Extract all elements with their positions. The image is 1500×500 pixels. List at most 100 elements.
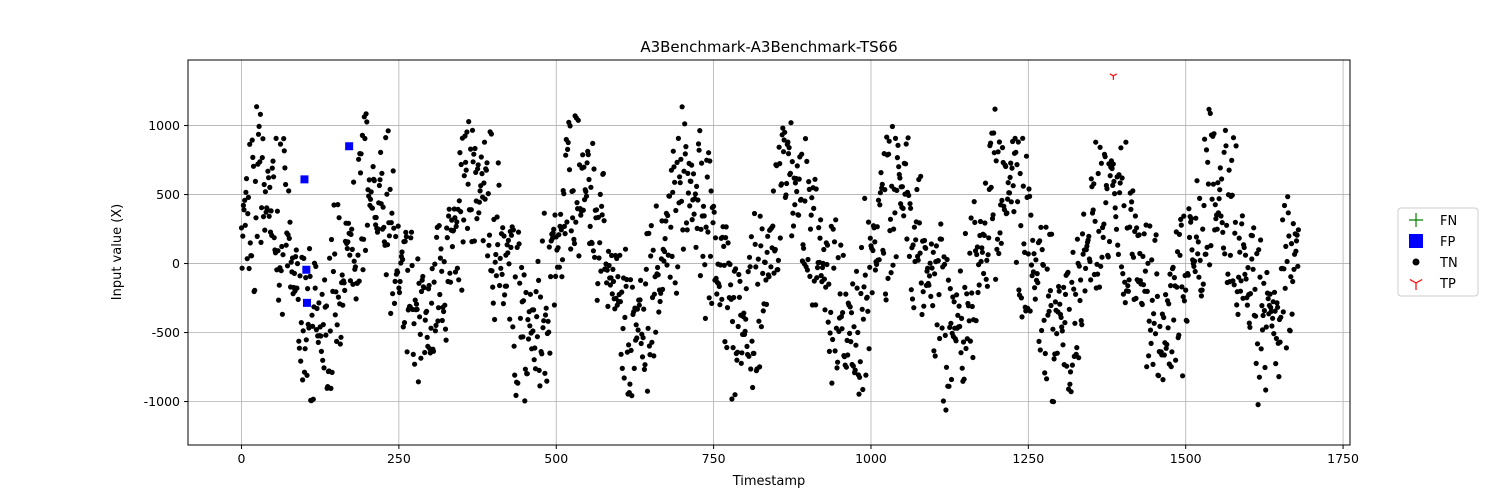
tn-point — [835, 255, 841, 261]
tn-point — [367, 196, 374, 202]
tn-point — [675, 264, 681, 270]
tn-point — [471, 151, 477, 157]
tn-point — [1127, 224, 1133, 230]
tn-point — [730, 345, 736, 351]
tn-point — [752, 241, 758, 247]
tn-point — [500, 225, 506, 231]
tn-point — [375, 226, 381, 232]
tn-point — [541, 318, 547, 324]
tn-point — [904, 236, 910, 242]
tn-point — [1004, 210, 1010, 216]
tn-point — [1152, 237, 1158, 243]
tn-point — [1163, 292, 1169, 298]
tn-point — [1061, 284, 1067, 290]
tn-point — [781, 137, 787, 143]
tn-point — [1207, 262, 1213, 268]
tn-point — [539, 351, 545, 357]
tn-point — [963, 345, 969, 352]
tn-point — [834, 365, 840, 371]
tn-point — [345, 220, 352, 226]
tn-point — [644, 388, 651, 394]
tn-point — [1171, 275, 1177, 281]
tn-point — [1230, 278, 1236, 284]
tn-point — [624, 276, 630, 283]
tn-point — [303, 337, 309, 343]
tn-point — [656, 309, 662, 315]
tn-point — [700, 203, 707, 209]
plot-area — [238, 73, 1301, 413]
tn-point — [746, 254, 753, 260]
tn-point — [489, 268, 495, 274]
tn-point — [936, 292, 942, 298]
tn-point — [697, 128, 703, 134]
tn-point — [1017, 170, 1023, 177]
tn-point — [1179, 284, 1185, 290]
tn-point — [494, 214, 500, 220]
tn-point — [649, 339, 655, 345]
tn-point — [771, 270, 777, 276]
tn-point — [1207, 110, 1213, 116]
tn-point — [587, 223, 593, 229]
x-tick-label: 1250 — [1012, 451, 1044, 466]
tn-point — [536, 367, 542, 373]
tn-point — [1020, 135, 1026, 141]
tn-point — [397, 278, 403, 285]
tn-point — [1286, 233, 1292, 239]
tn-point — [1056, 288, 1062, 294]
tn-point — [839, 326, 845, 332]
tn-point — [878, 170, 884, 176]
tn-point — [1027, 193, 1033, 199]
tn-point — [1212, 202, 1218, 208]
tn-point — [788, 120, 794, 126]
tn-point — [349, 246, 355, 252]
tn-point — [838, 314, 845, 320]
tn-point — [639, 354, 646, 360]
tn-point — [508, 244, 514, 250]
tn-point — [794, 163, 800, 169]
tn-point — [1059, 328, 1065, 334]
tn-point — [705, 229, 711, 235]
tn-point — [1148, 340, 1154, 346]
tn-point — [1268, 308, 1274, 314]
legend-box — [1397, 207, 1479, 297]
tn-point — [480, 238, 486, 244]
tn-point — [439, 268, 445, 274]
tn-point — [1081, 211, 1087, 217]
tn-point — [824, 261, 830, 268]
tn-point — [641, 366, 648, 372]
tn-point — [327, 328, 333, 334]
tn-point — [670, 148, 676, 154]
tn-point — [646, 230, 652, 236]
tn-point — [260, 136, 266, 142]
tn-point — [305, 286, 311, 292]
tn-point — [682, 121, 688, 127]
tn-point — [1246, 320, 1252, 326]
tn-point — [643, 266, 649, 272]
tn-point — [488, 131, 494, 137]
tn-point — [698, 226, 704, 232]
tn-point — [505, 237, 511, 243]
tn-point — [1109, 165, 1115, 172]
tn-point — [447, 270, 453, 276]
tn-point — [1176, 231, 1182, 237]
tn-point — [1247, 324, 1253, 330]
tn-point — [1119, 175, 1125, 181]
tn-point — [1193, 215, 1199, 221]
tn-point — [811, 205, 817, 211]
tn-point — [1198, 293, 1204, 299]
tn-point — [808, 212, 814, 218]
tn-point — [907, 201, 913, 207]
tn-point — [313, 327, 319, 333]
y-tick-label: -500 — [152, 325, 180, 340]
tn-point — [454, 219, 460, 225]
tn-point — [821, 246, 827, 253]
tn-point — [678, 198, 685, 204]
tn-point — [601, 218, 607, 224]
tn-point — [1087, 258, 1093, 265]
tn-point — [946, 383, 952, 389]
tn-point — [444, 235, 450, 241]
tn-point — [981, 232, 987, 238]
tn-point — [426, 282, 432, 289]
tn-point — [255, 131, 262, 137]
tn-point — [1086, 233, 1092, 239]
